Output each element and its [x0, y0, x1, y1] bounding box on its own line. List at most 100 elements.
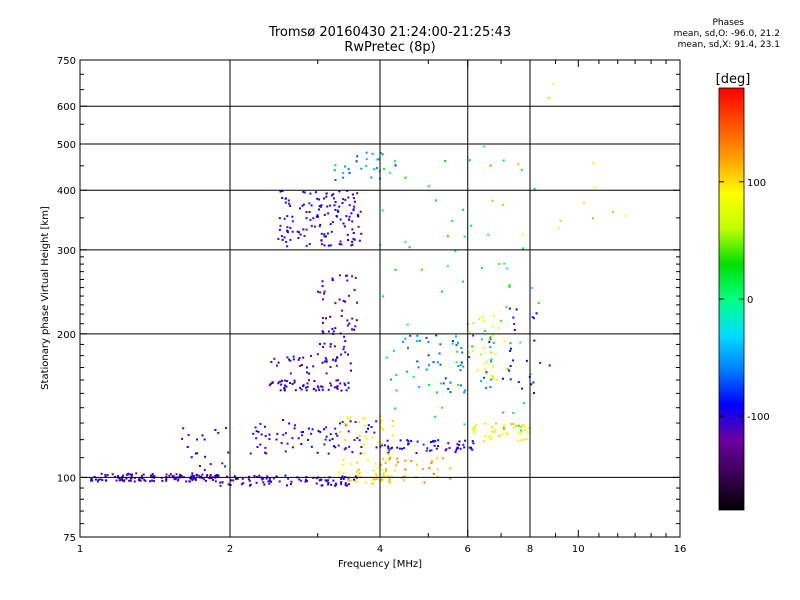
- data-point: [332, 330, 335, 333]
- data-point: [324, 357, 327, 360]
- data-point: [330, 230, 333, 233]
- data-point: [287, 199, 290, 202]
- data-point: [338, 205, 341, 208]
- data-point: [493, 430, 496, 433]
- data-point: [488, 341, 491, 343]
- stats-x-mode: mean, sd,X: 91.4, 23.1: [677, 40, 780, 50]
- data-point: [208, 477, 211, 479]
- data-point: [104, 475, 107, 478]
- data-point: [345, 389, 348, 392]
- data-point: [403, 447, 405, 449]
- data-point: [190, 475, 193, 478]
- data-point: [349, 420, 352, 423]
- data-point: [306, 480, 308, 482]
- data-point: [312, 365, 315, 368]
- data-point: [373, 478, 376, 481]
- data-point: [512, 359, 514, 362]
- data-point: [263, 483, 266, 486]
- data-point: [325, 192, 328, 195]
- data-point: [125, 473, 128, 476]
- data-point: [302, 385, 305, 387]
- stats-o-mode: mean, sd,O: -96.0, 21.2: [673, 29, 780, 39]
- data-point: [372, 469, 375, 472]
- data-point: [474, 429, 477, 432]
- data-point: [327, 479, 330, 482]
- data-point: [196, 473, 198, 476]
- y-axis-label: Stationary phase Virtual Height [km]: [40, 206, 51, 390]
- data-point: [489, 338, 492, 341]
- data-point: [370, 176, 373, 179]
- data-point: [129, 477, 132, 480]
- data-point: [358, 472, 361, 475]
- data-point: [521, 233, 524, 236]
- data-point: [191, 479, 194, 481]
- data-point: [305, 211, 308, 214]
- data-point: [436, 475, 439, 478]
- data-point: [308, 202, 311, 205]
- data-point: [140, 474, 143, 477]
- data-point: [338, 274, 341, 277]
- data-point: [340, 483, 343, 486]
- data-point: [399, 439, 402, 442]
- data-point: [308, 243, 311, 245]
- data-point: [177, 479, 180, 482]
- data-point: [299, 364, 302, 367]
- data-point: [340, 420, 342, 423]
- data-point: [404, 241, 407, 244]
- data-point: [201, 434, 204, 437]
- data-point: [133, 480, 136, 483]
- data-point: [334, 427, 337, 430]
- data-point: [404, 475, 407, 478]
- data-point: [375, 446, 378, 449]
- data-point: [442, 457, 445, 460]
- data-point: [439, 343, 442, 346]
- data-point: [348, 483, 350, 486]
- data-point: [144, 479, 147, 482]
- data-point: [382, 457, 385, 460]
- data-point: [337, 444, 340, 447]
- data-point: [483, 440, 486, 443]
- data-point: [341, 202, 344, 204]
- data-point: [353, 205, 356, 208]
- x-tick-label: 10: [572, 544, 585, 555]
- data-point: [327, 452, 330, 455]
- data-point: [388, 449, 390, 452]
- data-point: [292, 355, 295, 358]
- data-point: [281, 190, 284, 192]
- data-point: [351, 328, 354, 331]
- data-point: [487, 233, 490, 236]
- data-point: [356, 470, 359, 473]
- data-point: [318, 205, 321, 208]
- data-point: [379, 463, 382, 466]
- data-point: [325, 426, 328, 429]
- data-point: [522, 438, 525, 441]
- data-point: [276, 364, 278, 367]
- data-point: [321, 361, 324, 364]
- data-point: [320, 232, 323, 235]
- data-point: [428, 466, 431, 469]
- data-point: [224, 465, 227, 468]
- data-point: [462, 365, 465, 368]
- data-point: [387, 453, 390, 456]
- data-point: [365, 158, 368, 160]
- data-point: [390, 475, 393, 478]
- data-point: [350, 244, 353, 247]
- data-point: [165, 479, 168, 482]
- data-point: [204, 455, 207, 458]
- data-point: [367, 458, 369, 461]
- data-point: [331, 194, 333, 197]
- data-point: [420, 268, 423, 271]
- data-point: [358, 239, 361, 242]
- data-point: [396, 446, 399, 449]
- data-point: [317, 386, 320, 389]
- data-point: [334, 358, 337, 361]
- data-point: [612, 211, 614, 213]
- data-point: [347, 430, 350, 433]
- data-point: [283, 386, 286, 389]
- data-point: [471, 345, 474, 348]
- data-point: [490, 358, 493, 361]
- data-point: [527, 427, 530, 429]
- data-point: [505, 431, 508, 434]
- data-point: [127, 472, 130, 475]
- data-point: [344, 383, 347, 386]
